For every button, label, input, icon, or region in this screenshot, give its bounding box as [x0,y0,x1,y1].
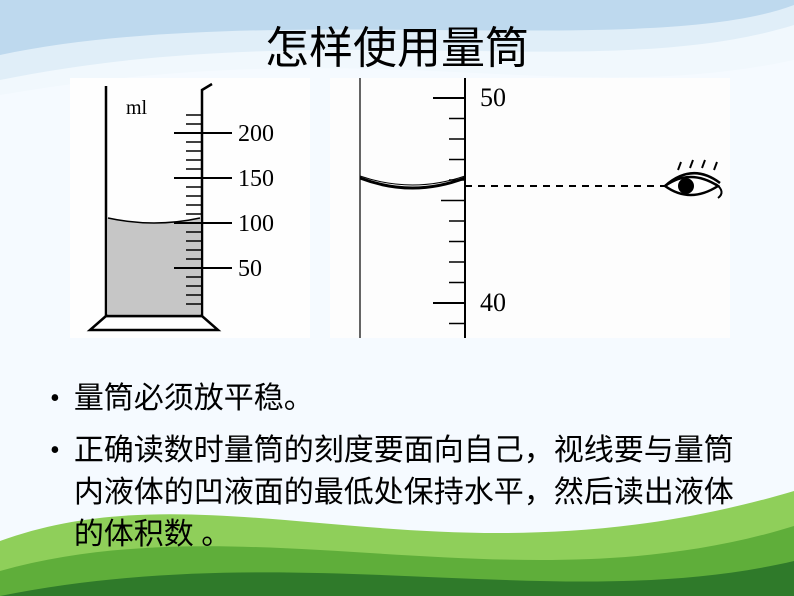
cylinder-figure: 200 150 100 50 ml [70,78,310,358]
bullet-text: 正确读数时量筒的刻度要面向自己，视线要与量筒内液体的凹液面的最低处保持水平，然后… [74,430,750,556]
svg-text:50: 50 [238,256,262,282]
top-scale-label: 50 [480,83,506,112]
bottom-scale-label: 40 [480,288,506,317]
page-title: 怎样使用量筒 [0,12,794,76]
bullet-text: 量筒必须放平稳。 [74,378,314,420]
bullet-dot-icon: • [50,430,60,472]
bullet-list: • 量筒必须放平稳。 • 正确读数时量筒的刻度要面向自己，视线要与量筒内液体的凹… [50,378,750,566]
svg-text:150: 150 [238,166,274,192]
bullet-item: • 量筒必须放平稳。 [50,378,750,420]
svg-text:100: 100 [238,211,274,237]
unit-label: ml [126,97,148,119]
bullet-item: • 正确读数时量筒的刻度要面向自己，视线要与量筒内液体的凹液面的最低处保持水平，… [50,430,750,556]
svg-text:200: 200 [238,121,274,147]
bullet-dot-icon: • [50,378,60,420]
meniscus-reading-figure: 50 40 [330,78,730,358]
figures-container: 200 150 100 50 ml 50 40 [70,78,730,358]
